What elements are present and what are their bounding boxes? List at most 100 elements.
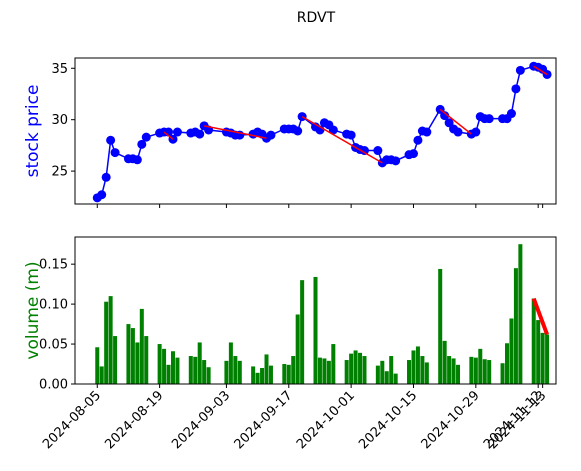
price-marker [132,155,142,165]
volume-bar [144,336,149,384]
volume-bar [175,357,180,384]
price-marker [346,130,356,140]
volume-bar [349,353,354,384]
volume-bar [487,360,492,384]
volume-bar [166,364,171,384]
x-tick-label: 2024-08-19 [102,388,166,452]
plot-area [92,61,552,203]
volume-bar [135,342,140,384]
x-tick-label: 2024-10-01 [294,388,358,452]
volume-bar [420,356,425,384]
price-marker [137,139,147,149]
price-marker [484,114,494,124]
volume-bar [162,348,167,384]
volume-bar [237,360,242,384]
x-tick-label: 2024-10-15 [356,388,420,452]
volume-bar [224,360,229,384]
volume-bar [389,356,394,384]
volume-bar [362,356,367,384]
y-tick-label: 0.15 [39,258,68,273]
price-marker [328,125,338,135]
price-marker [195,129,205,139]
price-marker [172,127,182,137]
price-marker [101,172,111,182]
trend-line [301,115,383,164]
price-marker [110,148,120,158]
y-tick-label: 35 [51,62,68,77]
y-tick-label: 25 [51,165,68,180]
price-marker [141,132,151,142]
plot-area [95,244,550,384]
volume-bar [513,268,518,384]
volume-bar [233,356,238,384]
trend-line [531,297,549,336]
axes-frame [74,236,557,385]
volume-bar [206,367,211,384]
price-marker [266,130,276,140]
price-marker [106,135,116,145]
volume-bar [202,360,207,384]
volume-bar [130,328,135,384]
price-marker [506,109,516,119]
price-marker [453,127,463,137]
price-marker [408,149,418,159]
price-marker [471,127,481,137]
volume-bar [326,360,331,384]
volume-bar [478,348,483,384]
y-axis-label: volume (m) [23,261,43,359]
volume-bar [313,276,318,384]
price-marker [440,111,450,121]
volume-bar [300,280,305,384]
volume-bar [531,298,536,384]
y-tick-label: 0.00 [39,378,68,393]
volume-bar [442,340,447,384]
volume-bar [353,350,358,384]
volume-bar [451,358,456,384]
volume-bar [331,344,336,384]
chart-title: RDVT [297,10,336,26]
price-marker [413,135,423,145]
volume-bar [286,364,291,384]
volume-bar [295,314,300,384]
volume-bar [228,342,233,384]
volume-bar [358,352,363,384]
x-tick-label: 2024-09-03 [169,388,233,452]
volume-bar [540,332,545,384]
volume-bar [193,356,198,384]
price-marker [511,84,521,94]
volume-bar [536,320,541,384]
volume-bar [407,360,412,384]
volume-bar [380,360,385,384]
volume-bar [384,371,389,384]
volume-bar [260,368,265,384]
volume-bar [438,268,443,384]
volume-bar [375,365,380,384]
volume-bar [113,336,118,384]
volume-bar [469,356,474,384]
volume-bar [322,358,327,384]
volume-bar [317,357,322,384]
x-tick-label: 2024-10-29 [419,388,483,452]
price-marker [391,156,401,166]
volume-bar [482,359,487,384]
x-tick-label: 2024-09-17 [232,388,296,452]
volume-bar [157,344,162,384]
price-marker [515,65,525,75]
volume-bar [255,372,260,384]
volume-bar [509,318,514,384]
volume-bar [95,347,100,384]
volume-bar [170,351,175,384]
trend-line [533,65,548,76]
y-tick-label: 30 [51,113,68,128]
volume-bar [473,357,478,384]
x-tick-label: 2024-11-13 [485,388,549,452]
price-marker [359,146,369,156]
volume-bar [139,308,144,384]
y-tick-label: 0.10 [39,298,68,313]
volume-bar [505,343,510,384]
price-marker [293,126,303,136]
volume-bar [126,324,131,384]
volume-bar [188,356,193,384]
price-marker [97,190,107,200]
